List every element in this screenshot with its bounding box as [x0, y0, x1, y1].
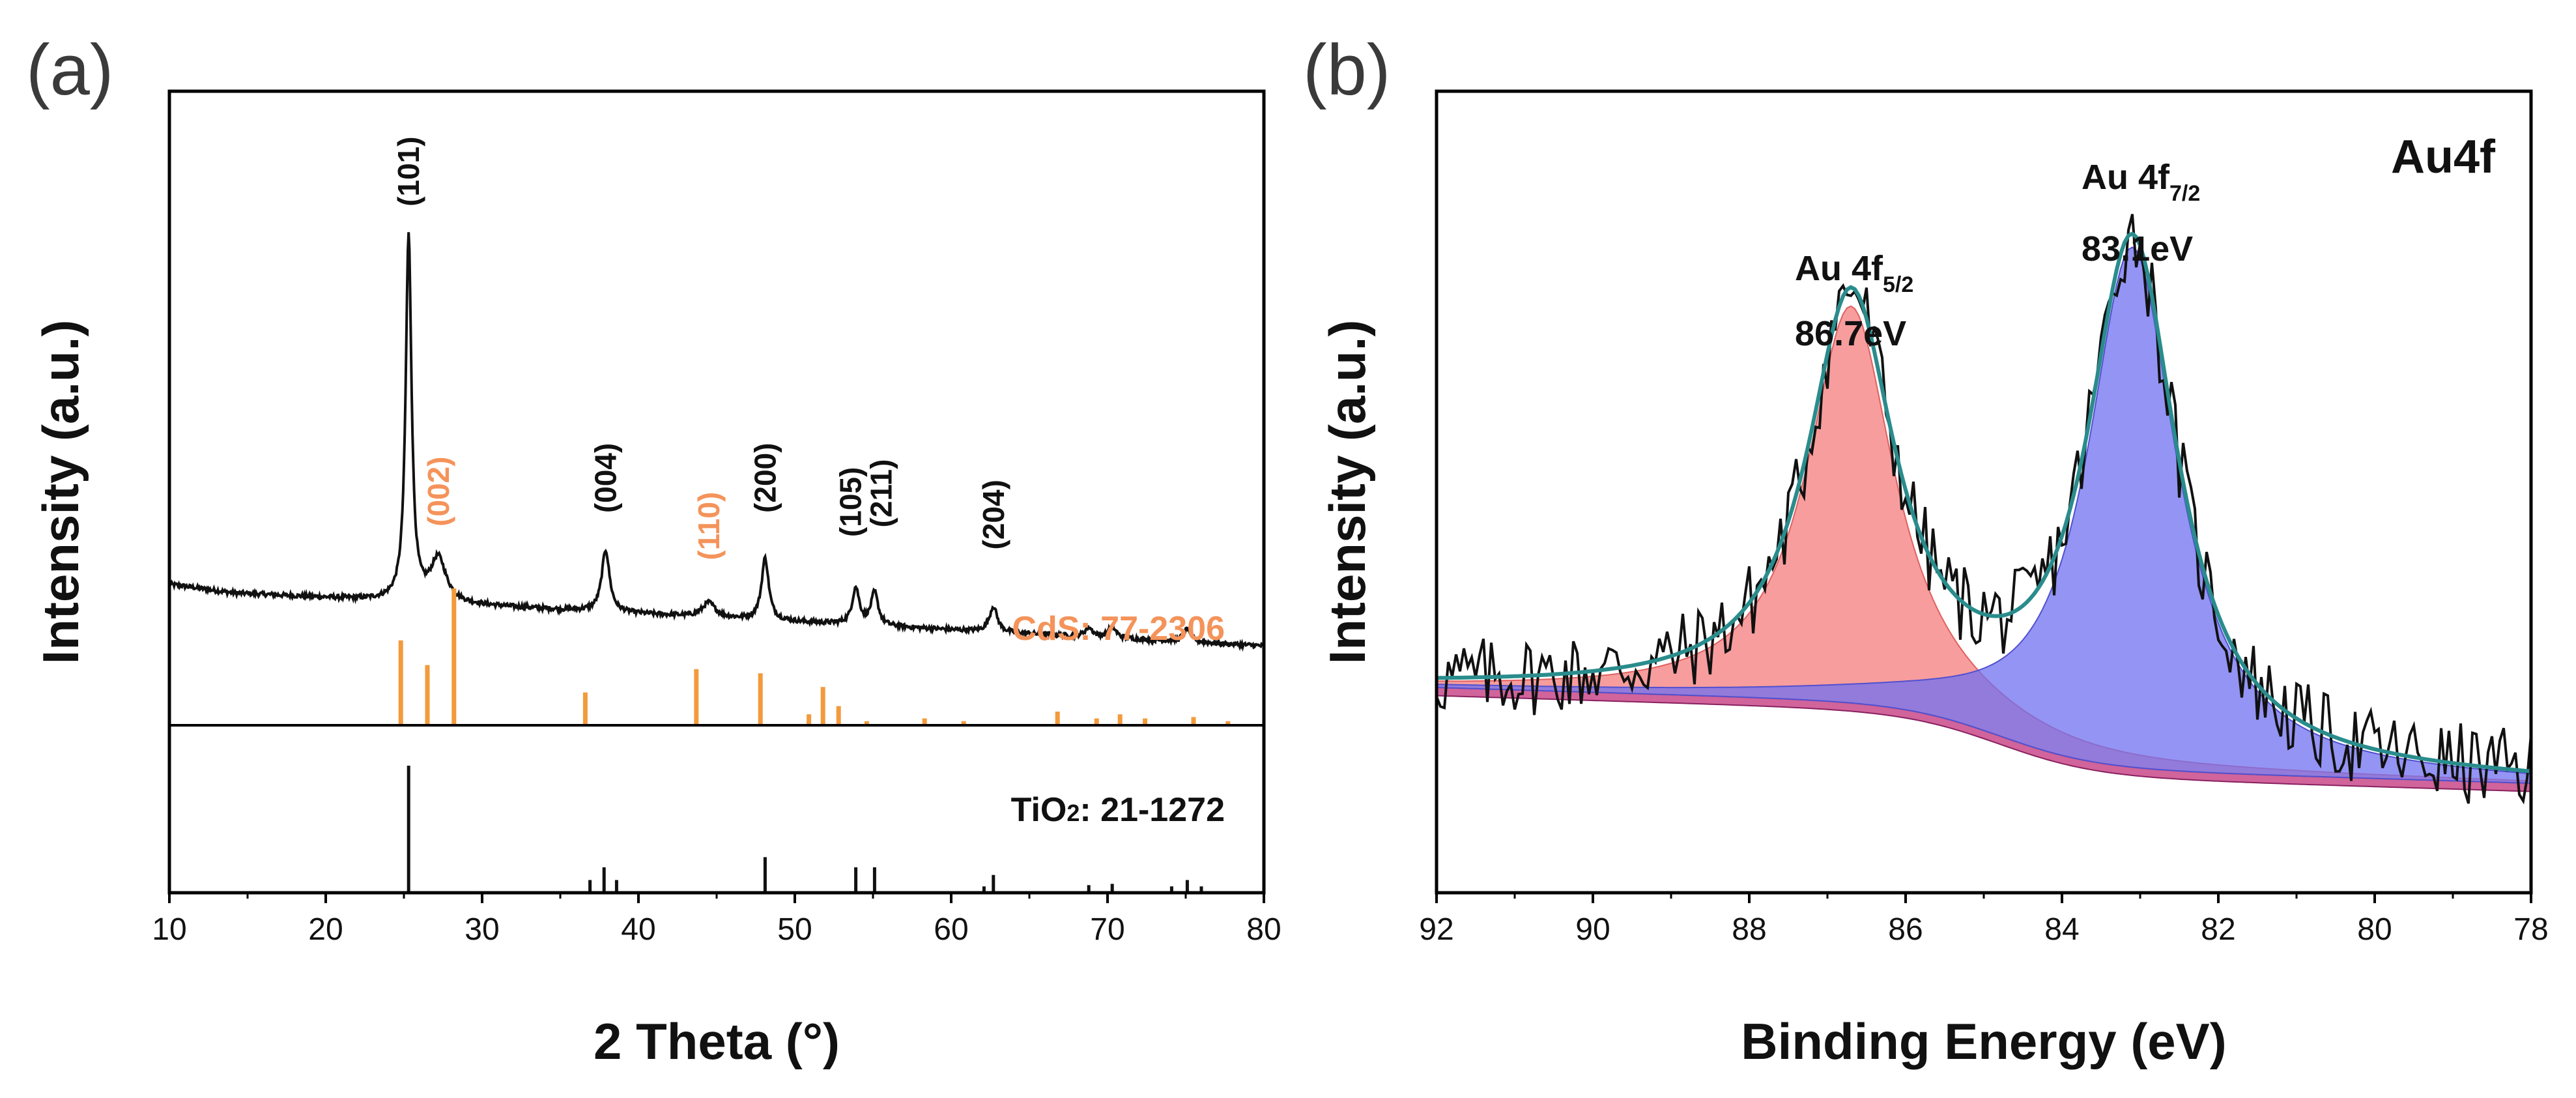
- x-tick-label: 50: [777, 912, 812, 947]
- x-tick-label: 88: [1732, 912, 1766, 947]
- au52-name: Au 4f5/2: [1795, 249, 1913, 297]
- panel-a-label: (a): [26, 30, 113, 110]
- au52-energy: 86.7eV: [1795, 314, 1906, 353]
- peak-label: (101): [392, 136, 425, 206]
- tio2-label-sub: 2: [1066, 800, 1080, 826]
- x-tick-label: 10: [152, 912, 186, 947]
- panel-b-label: (b): [1303, 30, 1390, 110]
- peak-label: (004): [589, 443, 623, 513]
- x-tick-label: 92: [1419, 912, 1453, 947]
- au72-name-sub: 7/2: [2169, 181, 2200, 206]
- x-tick-label: 80: [1246, 912, 1281, 947]
- peak-label: (211): [864, 459, 898, 528]
- fit-envelope-line: [1436, 231, 2532, 773]
- x-tick-label: 82: [2201, 912, 2235, 947]
- x-tick-label: 20: [308, 912, 343, 947]
- tio2-reference-label: TiO2: 21-1272: [1011, 791, 1225, 829]
- au52-name-main: Au 4f: [1795, 249, 1883, 288]
- peak-label: (200): [748, 443, 782, 513]
- au72-name: Au 4f7/2: [2082, 158, 2200, 206]
- panel-a-xlabel: 2 Theta (°): [594, 1013, 840, 1070]
- peak-label: (002): [422, 457, 455, 527]
- panel-b-xlabel: Binding Energy (eV): [1741, 1013, 2226, 1070]
- panel-a-plot: (101) (002) (004) (110) (200) (105)(211) (204): [168, 136, 1264, 893]
- x-tick-label: 80: [2357, 912, 2392, 947]
- au72-energy: 83.1eV: [2082, 229, 2193, 268]
- x-tick-label: 90: [1575, 912, 1610, 947]
- x-tick-label: 60: [934, 912, 968, 947]
- x-tick-label: 40: [621, 912, 655, 947]
- panel-a-x-ticks: 10 20 30 40 50 60 70 80: [152, 893, 1281, 947]
- x-tick-label: 30: [465, 912, 499, 947]
- element-label: Au4f: [2391, 131, 2496, 183]
- panel-b-ylabel: Intensity (a.u.): [1319, 320, 1376, 665]
- peak-label: (110): [692, 492, 726, 560]
- panel-a-ylabel: Intensity (a.u.): [32, 320, 89, 665]
- panel-a: (a) (101)(002) (004)(110)(200) (105)(211)(…: [26, 30, 1281, 1070]
- au52-name-sub: 5/2: [1883, 272, 1913, 297]
- x-tick-label: 84: [2044, 912, 2079, 947]
- x-tick-label: 70: [1090, 912, 1124, 947]
- raw-spectrum-line: [1435, 214, 2532, 805]
- peak-label: (204): [977, 480, 1010, 549]
- au72-name-main: Au 4f: [2082, 158, 2170, 197]
- cds-reference-label: CdS: 77-2306: [1012, 610, 1225, 648]
- panel-b-x-ticks: 92 90 88 86 84 82 80 78: [1419, 893, 2549, 947]
- x-tick-label: 86: [1888, 912, 1923, 947]
- xrd-series-line: [168, 232, 1264, 652]
- peak-label: (105): [834, 467, 868, 537]
- tio2-label-main: TiO: [1011, 791, 1067, 829]
- tio2-label-rest: : 21-1272: [1080, 791, 1225, 829]
- panel-b-plot: [1435, 214, 2532, 805]
- x-tick-label: 78: [2513, 912, 2548, 947]
- panel-b: (b) 92 90 88 86 84 82 80 78 Binding Energy (eV)…: [1303, 30, 2549, 1070]
- au72-component-fill: [1436, 246, 2532, 785]
